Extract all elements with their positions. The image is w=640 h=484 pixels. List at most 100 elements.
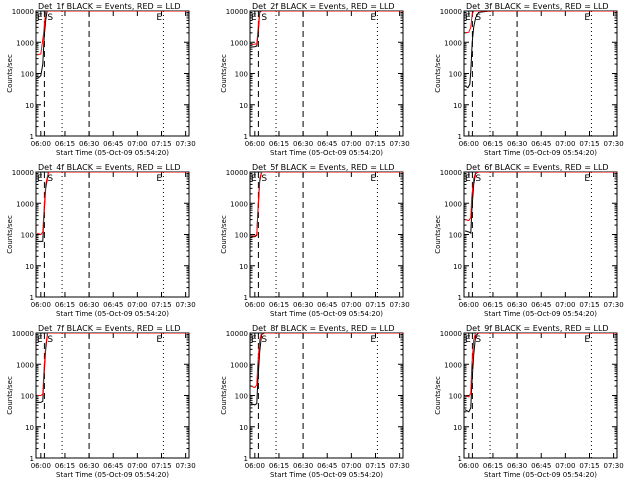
events-series-line [464, 172, 617, 235]
x-tick-label: 06:30 [293, 140, 313, 148]
y-tick-label: 10 [25, 424, 34, 432]
y-tick-label: 1 [244, 455, 248, 463]
y-axis-title: Counts/sec [434, 376, 442, 415]
start-marker: S [261, 174, 267, 184]
events-series-line [37, 172, 189, 242]
x-tick-label: 06:30 [507, 301, 527, 309]
end-marker: E [465, 335, 471, 345]
y-axis-title: Counts/sec [220, 215, 228, 254]
x-tick-label: 07:00 [555, 140, 575, 148]
end-marker: E [251, 174, 257, 184]
y-tick-label: 1 [30, 294, 34, 302]
panel-7: Det_7f BLACK = Events, RED = LLD 1 10 100 10… [6, 324, 196, 479]
lld-series-line [251, 172, 403, 237]
y-tick-label: 10 [239, 424, 248, 432]
x-tick-label: 06:00 [245, 140, 265, 148]
end-marker: E [584, 174, 590, 184]
y-tick-label: 1000 [444, 200, 462, 208]
x-tick-label: 06:15 [483, 140, 503, 148]
y-tick-label: 10000 [226, 169, 248, 177]
x-tick-label: 07:30 [390, 462, 410, 470]
x-tick-label: 06:30 [79, 462, 99, 470]
y-axis-title: Counts/sec [220, 376, 228, 415]
lld-series-line [250, 11, 403, 45]
panel-title: Det_6f BLACK = Events, RED = LLD [466, 163, 609, 172]
x-tick-label: 06:30 [507, 462, 527, 470]
y-tick-label: 100 [21, 71, 34, 79]
x-tick-label: 06:30 [507, 140, 527, 148]
x-tick-label: 06:00 [459, 462, 479, 470]
plot-frame [35, 171, 190, 298]
x-tick-label: 06:15 [269, 140, 289, 148]
y-tick-label: 100 [449, 71, 462, 79]
x-tick-label: 07:30 [390, 140, 410, 148]
y-tick-label: 1 [458, 455, 462, 463]
x-tick-label: 06:30 [293, 462, 313, 470]
x-axis-title: Start Time (05-Oct-09 05:54:20) [484, 310, 597, 318]
x-tick-label: 06:45 [103, 140, 123, 148]
y-axis-title: Counts/sec [434, 215, 442, 254]
x-tick-label: 07:15 [365, 140, 385, 148]
end-marker: E [584, 335, 590, 345]
y-tick-label: 1 [244, 294, 248, 302]
x-tick-label: 06:00 [31, 301, 51, 309]
panel-5: Det_5f BLACK = Events, RED = LLD 1 10 100 10… [220, 163, 410, 318]
y-tick-label: 1000 [230, 200, 248, 208]
lld-series-line [36, 11, 189, 56]
lld-series-line [36, 172, 189, 236]
end-marker: E [370, 174, 376, 184]
plot-frame [463, 332, 618, 459]
y-tick-label: 10000 [440, 330, 462, 338]
panel-title: Det_3f BLACK = Events, RED = LLD [466, 2, 609, 11]
y-tick-label: 10 [25, 263, 34, 271]
y-tick-label: 1 [30, 455, 34, 463]
x-tick-label: 07:30 [390, 301, 410, 309]
x-tick-label: 06:45 [531, 140, 551, 148]
end-marker: E [251, 13, 257, 23]
y-tick-label: 100 [21, 232, 34, 240]
end-marker: E [251, 335, 257, 345]
y-tick-label: 10000 [226, 330, 248, 338]
panel-title: Det_1f BLACK = Events, RED = LLD [38, 2, 181, 11]
events-series-line [464, 333, 617, 413]
panel-title: Det_2f BLACK = Events, RED = LLD [252, 2, 395, 11]
x-tick-label: 06:15 [269, 462, 289, 470]
x-tick-label: 07:00 [127, 301, 147, 309]
y-tick-label: 1000 [230, 39, 248, 47]
x-tick-label: 07:15 [365, 462, 385, 470]
x-axis-title: Start Time (05-Oct-09 05:54:20) [56, 149, 169, 157]
x-tick-label: 07:15 [151, 140, 171, 148]
y-tick-label: 10000 [440, 169, 462, 177]
y-tick-label: 10 [239, 263, 248, 271]
y-tick-label: 10000 [440, 8, 462, 16]
y-tick-label: 100 [235, 232, 248, 240]
plot-frame [463, 171, 618, 298]
y-tick-label: 10 [453, 424, 462, 432]
x-axis-title: Start Time (05-Oct-09 05:54:20) [484, 149, 597, 157]
end-marker: E [37, 174, 43, 184]
y-tick-label: 100 [235, 71, 248, 79]
y-tick-label: 100 [449, 232, 462, 240]
panel-4: Det_4f BLACK = Events, RED = LLD 1 10 100 10… [6, 163, 196, 318]
x-tick-label: 06:00 [459, 301, 479, 309]
x-tick-label: 06:00 [245, 301, 265, 309]
start-marker: S [261, 13, 267, 23]
plot-frame [249, 171, 404, 298]
x-axis-title: Start Time (05-Oct-09 05:54:20) [270, 149, 383, 157]
x-tick-label: 06:45 [317, 301, 337, 309]
y-axis-title: Counts/sec [6, 376, 14, 415]
x-tick-label: 07:00 [341, 301, 361, 309]
x-tick-label: 07:00 [555, 301, 575, 309]
x-tick-label: 07:30 [604, 462, 624, 470]
x-axis-title: Start Time (05-Oct-09 05:54:20) [270, 310, 383, 318]
lld-series-line [464, 333, 617, 398]
panel-title: Det_4f BLACK = Events, RED = LLD [38, 163, 181, 172]
y-tick-label: 10 [453, 263, 462, 271]
start-marker: S [475, 13, 481, 23]
y-tick-label: 100 [21, 393, 34, 401]
x-tick-label: 07:30 [176, 462, 196, 470]
y-tick-label: 1000 [444, 39, 462, 47]
x-tick-label: 07:15 [151, 462, 171, 470]
x-tick-label: 07:30 [604, 301, 624, 309]
